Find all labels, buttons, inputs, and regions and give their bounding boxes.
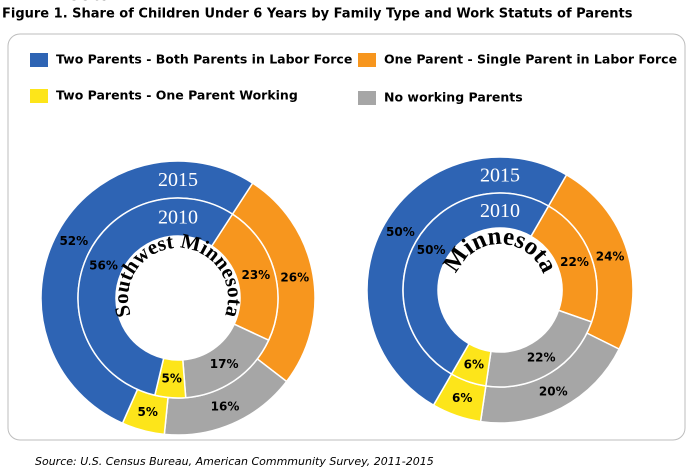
legend-swatch xyxy=(30,89,48,103)
source: Source: U.S. Census Bureau, American Com… xyxy=(35,455,434,468)
data-label: 50% xyxy=(417,243,446,257)
legend-swatch xyxy=(358,53,376,67)
data-label: 22% xyxy=(560,255,589,269)
donut-segment xyxy=(402,192,550,376)
data-label: 5% xyxy=(138,405,158,419)
donut-segment xyxy=(77,197,234,397)
frame xyxy=(7,33,686,441)
data-label: 17% xyxy=(210,357,239,371)
data-label: 6% xyxy=(452,391,472,405)
legend-label: No working Parents xyxy=(384,90,523,105)
ring-label: 2015 xyxy=(480,165,520,187)
ring-label: 2010 xyxy=(158,207,198,229)
data-label: 52% xyxy=(59,234,88,248)
data-label: 6% xyxy=(464,358,484,372)
ring-label: 2015 xyxy=(158,169,198,191)
legend-label: One Parent - Single Parent in Labor Forc… xyxy=(384,52,677,67)
data-label: 5% xyxy=(161,371,181,385)
data-label: 50% xyxy=(386,225,415,239)
data-label: 22% xyxy=(527,351,556,365)
legend-swatch xyxy=(30,53,48,67)
center-label: Southwest MinnesotaSouthwest Minnesota xyxy=(0,0,247,321)
ring-label: 2010 xyxy=(480,200,520,222)
chart-title: Figure 1. Share of Children Under 6 Year… xyxy=(2,7,633,22)
legend-label: Two Parents - One Parent Working xyxy=(56,88,298,103)
data-label: 26% xyxy=(280,270,309,284)
legend-label: Two Parents - Both Parents in Labor Forc… xyxy=(56,52,352,67)
data-label: 16% xyxy=(211,399,240,413)
data-label: 56% xyxy=(89,259,118,273)
data-label: 20% xyxy=(539,384,568,398)
legend-swatch xyxy=(358,91,376,105)
data-label: 24% xyxy=(596,249,625,263)
data-label: 23% xyxy=(241,268,270,282)
